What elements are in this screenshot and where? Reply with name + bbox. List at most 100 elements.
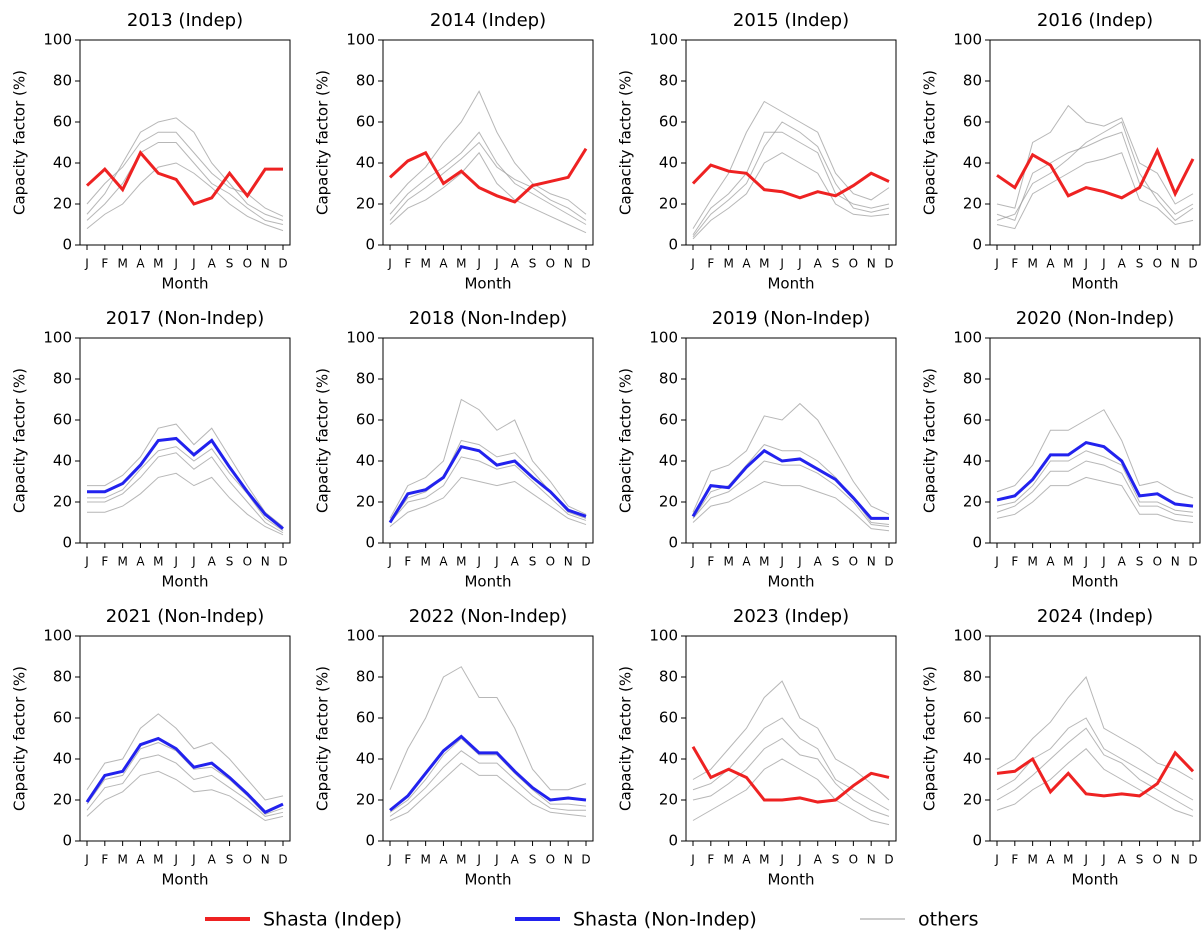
- x-tick-label: A: [814, 853, 823, 867]
- y-tick-label: 80: [356, 668, 375, 686]
- x-tick-label: F: [707, 555, 714, 569]
- y-tick-label: 40: [356, 452, 375, 470]
- shasta-line: [388, 444, 587, 524]
- x-tick-label: M: [153, 853, 163, 867]
- other-line: [87, 472, 284, 536]
- y-tick-label: 80: [659, 668, 678, 686]
- x-tick-label: J: [476, 555, 481, 569]
- x-tick-label: A: [1118, 555, 1127, 569]
- plot-frame: [382, 635, 594, 842]
- x-tick-label: D: [581, 555, 590, 569]
- x-tick-label: A: [814, 555, 823, 569]
- x-tick-label: O: [849, 257, 858, 271]
- x-tick-label: F: [404, 257, 411, 271]
- other-line: [996, 460, 1194, 517]
- shasta-line: [691, 745, 890, 804]
- y-tick-label: 100: [953, 31, 982, 49]
- shasta-line: [85, 736, 284, 815]
- x-tick-label: J: [1101, 555, 1106, 569]
- x-tick-label: S: [226, 853, 234, 867]
- y-tick-label: 0: [62, 832, 72, 850]
- x-tick-label: A: [1046, 257, 1055, 271]
- y-tick-label: 40: [659, 154, 678, 172]
- x-tick-label: A: [136, 853, 145, 867]
- other-line: [996, 104, 1194, 209]
- x-tick-label: O: [546, 257, 555, 271]
- y-tick-label: 40: [53, 452, 72, 470]
- other-line: [389, 151, 587, 234]
- plot-frame: [989, 337, 1201, 544]
- plot-frame: [989, 39, 1201, 246]
- x-tick-label: J: [494, 257, 499, 271]
- x-tick-label: O: [849, 555, 858, 569]
- x-tick-label: A: [208, 555, 217, 569]
- x-tick-label: M: [723, 555, 733, 569]
- other-line: [692, 402, 890, 515]
- plot-frame: [685, 635, 897, 842]
- x-tick-label: N: [261, 555, 270, 569]
- x-tick-label: D: [1188, 853, 1197, 867]
- panel-title: 2019 (Non-Indep): [712, 308, 871, 329]
- y-tick-label: 100: [953, 627, 982, 645]
- y-tick-label: 0: [365, 534, 375, 552]
- x-tick-label: A: [439, 555, 448, 569]
- x-tick-label: N: [867, 257, 876, 271]
- plot-frame: [382, 39, 594, 246]
- plot-frame: [79, 39, 291, 246]
- x-tick-label: M: [456, 555, 466, 569]
- x-tick-label: N: [261, 257, 270, 271]
- y-tick-label: 20: [53, 195, 72, 213]
- other-line: [692, 152, 890, 240]
- panel-title: 2014 (Indep): [430, 10, 546, 31]
- x-tick-label: J: [779, 555, 784, 569]
- x-tick-label: J: [191, 257, 196, 271]
- x-tick-label: O: [546, 555, 555, 569]
- other-line: [996, 152, 1194, 230]
- other-line: [996, 121, 1194, 222]
- x-tick-label: N: [564, 555, 573, 569]
- y-tick-label: 0: [972, 236, 982, 254]
- other-line: [389, 141, 587, 221]
- x-tick-label: A: [1046, 853, 1055, 867]
- x-tick-label: D: [581, 257, 590, 271]
- x-tick-label: F: [101, 257, 108, 271]
- x-tick-label: J: [994, 853, 999, 867]
- x-tick-label: O: [1153, 853, 1162, 867]
- y-tick-label: 0: [668, 534, 678, 552]
- y-tick-label: 40: [963, 154, 982, 172]
- y-axis-label: Capacity factor (%): [921, 666, 939, 811]
- x-tick-label: F: [404, 555, 411, 569]
- other-line: [692, 680, 890, 801]
- x-tick-label: A: [1118, 257, 1127, 271]
- shasta-line: [389, 734, 587, 812]
- plot-frame: [685, 337, 897, 544]
- other-line: [86, 713, 284, 801]
- y-tick-label: 40: [356, 154, 375, 172]
- x-tick-label: J: [1101, 257, 1106, 271]
- y-tick-label: 40: [659, 452, 678, 470]
- x-tick-label: A: [511, 555, 520, 569]
- y-axis-label: Capacity factor (%): [11, 368, 29, 513]
- y-axis-label: Capacity factor (%): [617, 70, 635, 215]
- x-tick-label: D: [278, 555, 287, 569]
- x-tick-label: J: [494, 555, 499, 569]
- y-tick-label: 20: [356, 791, 375, 809]
- panel-title: 2018 (Non-Indep): [409, 308, 568, 329]
- panel-title: 2016 (Indep): [1037, 10, 1153, 31]
- legend-label: Shasta (Non-Indep): [573, 909, 757, 931]
- other-line: [996, 727, 1194, 811]
- y-tick-label: 20: [963, 493, 982, 511]
- y-tick-label: 100: [346, 329, 375, 347]
- panel-title: 2017 (Non-Indep): [106, 308, 265, 329]
- y-tick-label: 60: [659, 113, 678, 131]
- y-tick-label: 40: [963, 750, 982, 768]
- other-line: [86, 754, 284, 817]
- y-tick-label: 80: [963, 668, 982, 686]
- x-tick-label: A: [511, 257, 520, 271]
- other-line: [692, 460, 890, 528]
- x-tick-label: M: [1027, 853, 1037, 867]
- x-tick-label: M: [723, 257, 733, 271]
- other-line: [389, 666, 587, 791]
